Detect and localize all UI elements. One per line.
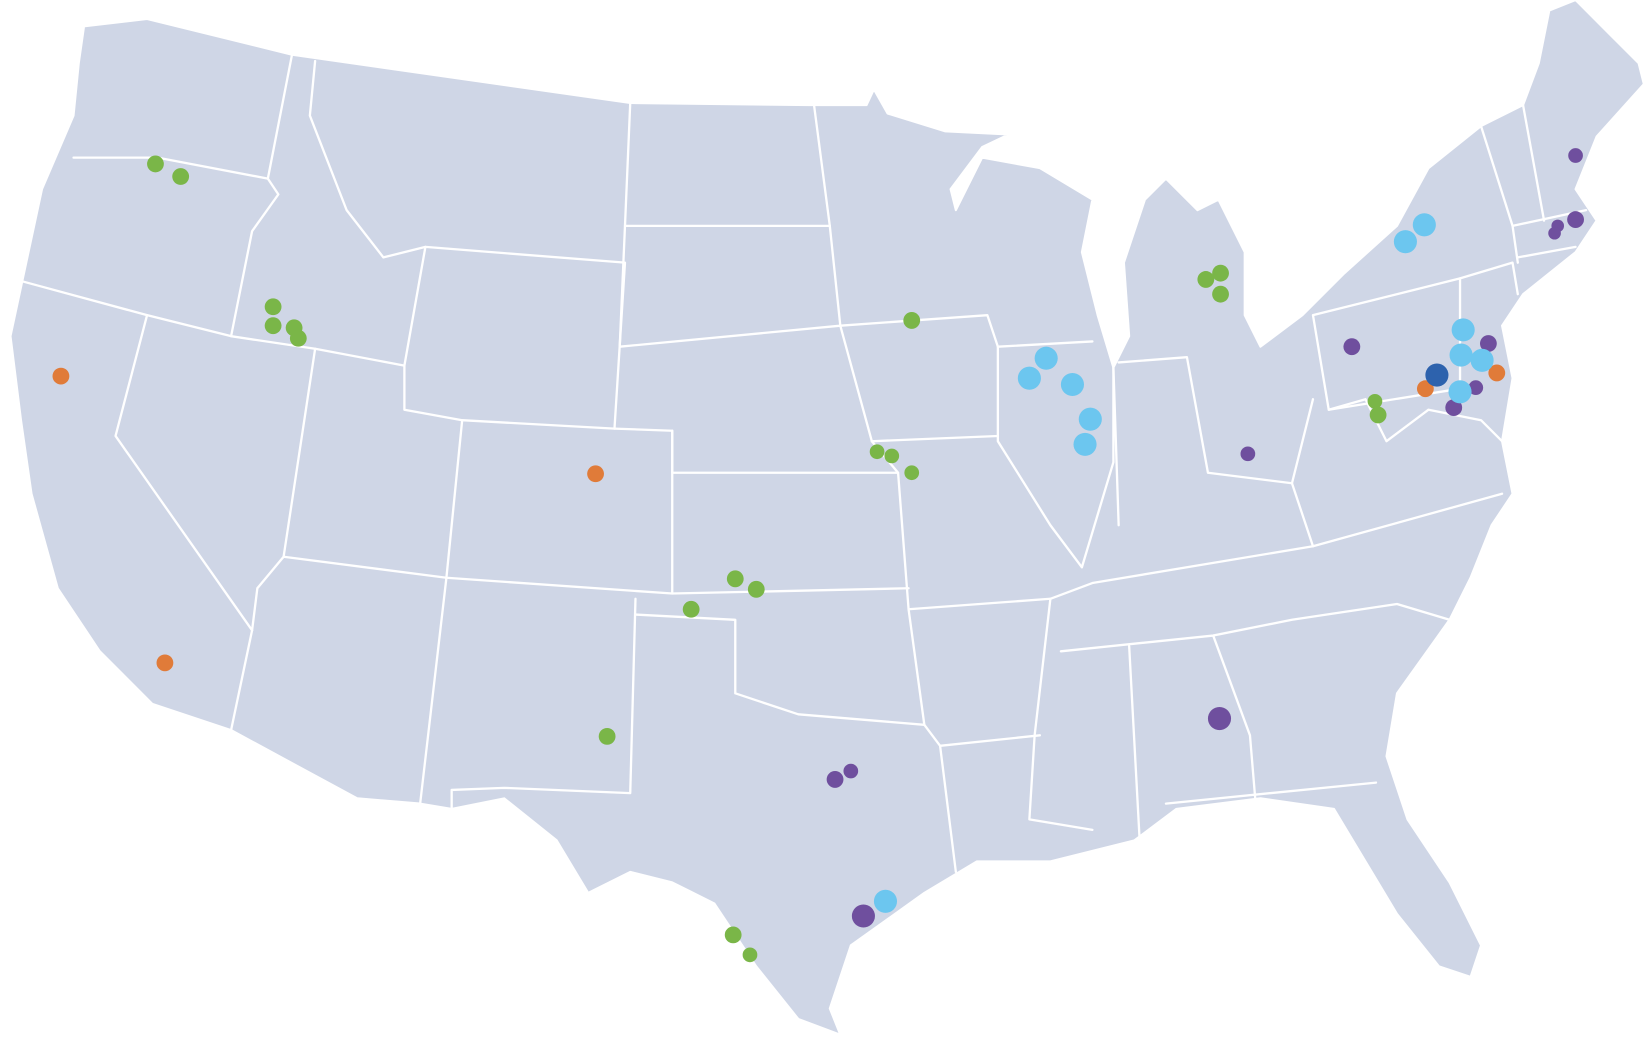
- state-border: [1290, 482, 1315, 548]
- location-marker-orange[interactable]: [1416, 380, 1434, 398]
- location-marker-green[interactable]: [884, 448, 900, 464]
- state-border: [1516, 245, 1577, 259]
- location-marker-light-blue[interactable]: [1078, 407, 1102, 431]
- location-marker-purple[interactable]: [1468, 380, 1484, 396]
- state-border: [1212, 634, 1257, 800]
- location-markers: [52, 148, 1584, 963]
- location-marker-light-blue[interactable]: [1412, 213, 1436, 237]
- location-marker-green[interactable]: [904, 465, 920, 481]
- location-marker-light-blue[interactable]: [1449, 343, 1473, 367]
- location-marker-orange[interactable]: [1488, 364, 1506, 382]
- location-marker-purple[interactable]: [1568, 148, 1583, 163]
- state-border: [1028, 597, 1094, 832]
- state-border: [308, 59, 427, 367]
- location-marker-purple[interactable]: [826, 771, 844, 788]
- state-border: [229, 347, 317, 732]
- location-marker-light-blue[interactable]: [1034, 346, 1058, 370]
- location-marker-orange[interactable]: [587, 465, 604, 483]
- location-marker-green[interactable]: [172, 168, 190, 185]
- location-marker-light-blue[interactable]: [873, 889, 898, 913]
- state-border: [1059, 602, 1451, 653]
- location-marker-purple[interactable]: [1479, 335, 1497, 352]
- location-marker-green[interactable]: [903, 312, 921, 329]
- location-marker-purple[interactable]: [1445, 399, 1463, 417]
- state-border: [1128, 644, 1141, 842]
- location-marker-green[interactable]: [869, 444, 885, 460]
- state-border: [424, 245, 627, 430]
- location-marker-light-blue[interactable]: [1073, 432, 1097, 456]
- location-marker-green[interactable]: [742, 947, 758, 963]
- state-border: [1117, 356, 1315, 485]
- location-marker-green[interactable]: [726, 570, 744, 588]
- location-marker-orange[interactable]: [52, 367, 70, 385]
- state-border: [634, 613, 926, 726]
- state-border: [1164, 781, 1378, 805]
- location-marker-green[interactable]: [1212, 285, 1229, 303]
- location-marker-green[interactable]: [289, 329, 307, 347]
- location-marker-light-blue[interactable]: [1393, 230, 1417, 254]
- state-border: [418, 419, 464, 805]
- location-marker-green[interactable]: [147, 155, 164, 173]
- location-marker-green[interactable]: [1367, 393, 1383, 409]
- location-marker-green[interactable]: [1369, 406, 1387, 424]
- location-marker-green[interactable]: [264, 298, 282, 316]
- state-border: [618, 224, 842, 348]
- location-marker-light-blue[interactable]: [1060, 372, 1084, 397]
- state-border: [1521, 103, 1546, 222]
- state-border: [938, 734, 1042, 747]
- location-marker-green[interactable]: [682, 600, 700, 618]
- location-marker-light-blue[interactable]: [1470, 348, 1494, 372]
- state-border: [1112, 366, 1120, 527]
- location-marker-orange[interactable]: [156, 654, 174, 672]
- location-marker-light-blue[interactable]: [1448, 380, 1472, 404]
- location-marker-green[interactable]: [747, 580, 765, 598]
- state-borders: [21, 53, 1588, 874]
- state-border: [1458, 261, 1519, 296]
- state-border: [870, 434, 1000, 443]
- location-marker-green[interactable]: [598, 727, 616, 745]
- location-marker-green[interactable]: [1212, 264, 1229, 282]
- location-marker-green[interactable]: [724, 926, 742, 944]
- location-marker-light-blue[interactable]: [1017, 366, 1041, 390]
- location-marker-green[interactable]: [264, 317, 282, 335]
- location-marker-purple[interactable]: [1343, 338, 1361, 356]
- us-landmass: [9, 0, 1645, 1036]
- location-marker-dark-blue[interactable]: [1425, 363, 1449, 387]
- state-border: [907, 492, 1504, 611]
- location-marker-purple[interactable]: [851, 904, 875, 928]
- location-marker-purple[interactable]: [1567, 211, 1584, 228]
- location-marker-purple[interactable]: [843, 763, 859, 779]
- location-marker-purple[interactable]: [1548, 226, 1561, 240]
- state-border: [229, 53, 294, 338]
- location-marker-purple[interactable]: [1240, 446, 1256, 462]
- state-border: [1327, 398, 1504, 443]
- location-marker-green[interactable]: [1197, 271, 1215, 288]
- state-border: [812, 103, 958, 874]
- location-marker-light-blue[interactable]: [1451, 318, 1475, 342]
- location-marker-purple[interactable]: [1207, 706, 1232, 731]
- state-border: [114, 314, 254, 632]
- state-border: [282, 555, 910, 595]
- state-border: [450, 597, 637, 811]
- state-border: [996, 345, 1115, 569]
